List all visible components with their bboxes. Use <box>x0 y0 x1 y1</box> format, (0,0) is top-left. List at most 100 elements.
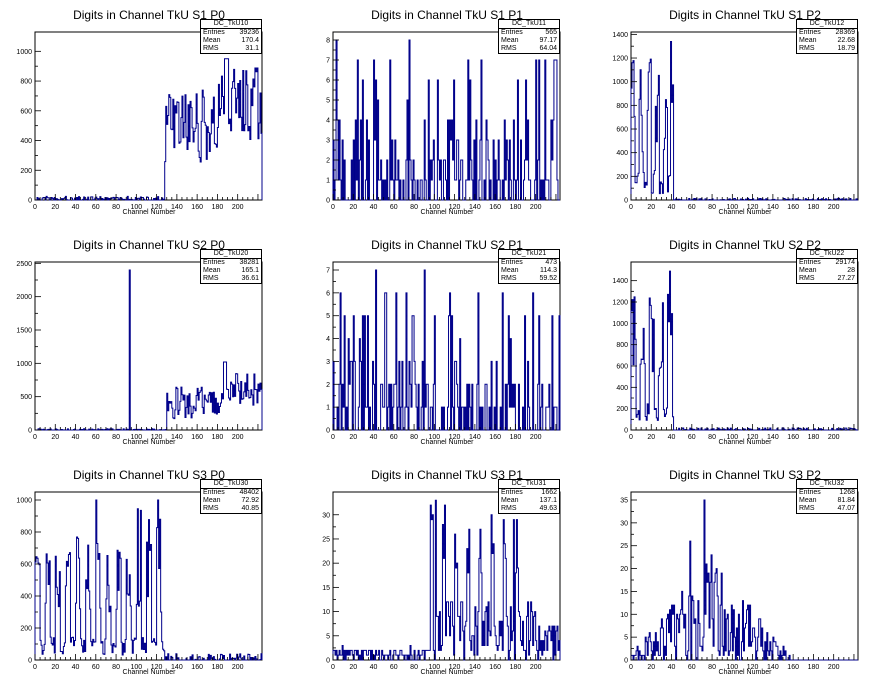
stats-label: Entries <box>799 29 821 36</box>
stats-value: 165.1 <box>241 267 259 274</box>
x-tick-label: 160 <box>787 664 799 671</box>
stats-value: 27.27 <box>837 275 855 282</box>
stats-label: Mean <box>501 37 519 44</box>
stats-row: Mean 170.4 <box>201 37 261 45</box>
y-tick-label: 5 <box>624 635 628 642</box>
x-tick-label: 160 <box>787 204 799 211</box>
stats-label: RMS <box>799 505 815 512</box>
x-tick-label: 120 <box>747 664 759 671</box>
x-tick-label: 60 <box>92 434 100 441</box>
y-tick-label: 4 <box>326 118 330 125</box>
x-tick-label: 100 <box>726 664 738 671</box>
y-tick-label: 2 <box>326 382 330 389</box>
y-tick-label: 500 <box>20 394 32 401</box>
chart-title: Digits in Channel TkU S2 P1 <box>371 238 523 252</box>
stats-label: Entries <box>203 29 225 36</box>
histogram-series <box>332 499 561 661</box>
x-tick-label: 120 <box>151 664 163 671</box>
stats-label: Entries <box>501 489 523 496</box>
y-tick-label: 0 <box>326 658 330 665</box>
x-tick-label: 160 <box>489 434 501 441</box>
x-tick-label: 140 <box>171 434 183 441</box>
x-tick-label: 160 <box>787 434 799 441</box>
stats-value: 18.79 <box>837 45 855 52</box>
x-tick-label: 20 <box>51 664 59 671</box>
x-tick-label: 180 <box>212 434 224 441</box>
x-tick-label: 120 <box>449 664 461 671</box>
stats-name: DC_TkU21 <box>499 250 559 259</box>
stats-value: 31.1 <box>245 45 259 52</box>
stats-name: DC_TkU31 <box>499 480 559 489</box>
stats-box: DC_TkU12 Entries 28369 Mean 22.68 RMS 18.79 <box>796 19 858 54</box>
histogram-series <box>35 58 263 201</box>
chart-title: Digits in Channel TkU S2 P2 <box>669 238 821 252</box>
x-axis-label: Channel Number <box>420 209 474 216</box>
x-axis-label: Channel Number <box>122 669 176 676</box>
y-tick-label: 0 <box>624 658 628 665</box>
x-tick-label: 180 <box>212 664 224 671</box>
x-tick-label: 60 <box>390 434 398 441</box>
x-tick-label: 140 <box>767 664 779 671</box>
y-tick-label: 2500 <box>16 261 32 268</box>
stats-label: Entries <box>203 489 225 496</box>
x-tick-label: 160 <box>191 664 203 671</box>
x-tick-label: 60 <box>688 204 696 211</box>
stats-value: 114.3 <box>540 267 557 274</box>
x-tick-label: 60 <box>92 664 100 671</box>
y-tick-label: 0 <box>28 658 32 665</box>
stats-row: Mean 22.68 <box>797 37 857 45</box>
stats-value: 47.07 <box>837 505 855 512</box>
y-tick-label: 800 <box>616 103 628 110</box>
x-tick-label: 140 <box>767 434 779 441</box>
x-tick-label: 180 <box>808 664 820 671</box>
stats-value: 28 <box>847 267 855 274</box>
histogram-series <box>332 39 560 201</box>
stats-row: RMS 31.1 <box>201 45 261 53</box>
histogram-series <box>35 269 263 431</box>
x-tick-label: 80 <box>410 204 418 211</box>
stats-value: 64.04 <box>539 45 557 52</box>
stats-label: Entries <box>501 259 523 266</box>
stats-row: RMS 40.85 <box>201 505 261 513</box>
histogram-plot: 0 20 40 60 80 100 120 140 160 180 200 0 200 400 600 800… <box>612 261 859 441</box>
stats-box: DC_TkU31 Entries 1662 Mean 137.1 RMS 49.63 <box>498 479 560 514</box>
y-tick-label: 1200 <box>612 300 628 307</box>
stats-row: Mean 114.3 <box>499 267 559 275</box>
x-tick-label: 60 <box>92 204 100 211</box>
y-tick-label: 0 <box>28 428 32 435</box>
chart-title: Digits in Channel TkU S1 P2 <box>669 8 821 22</box>
x-tick-label: 180 <box>510 434 522 441</box>
stats-row: Mean 97.17 <box>499 37 559 45</box>
x-tick-label: 40 <box>72 434 80 441</box>
chart-title: Digits in Channel TkU S3 P1 <box>371 468 523 482</box>
x-tick-label: 140 <box>469 204 481 211</box>
x-tick-label: 120 <box>747 434 759 441</box>
stats-box: DC_TkU21 Entries 473 Mean 114.3 RMS 59.52 <box>498 249 560 284</box>
x-tick-label: 120 <box>747 204 759 211</box>
x-tick-label: 20 <box>349 434 357 441</box>
stats-value: 137.1 <box>539 497 557 504</box>
x-tick-label: 20 <box>647 204 655 211</box>
y-tick-label: 1 <box>326 178 330 185</box>
histogram-panel: Digits in Channel TkU S2 P1 0 20 40 60 80 100 1… <box>298 230 596 460</box>
x-tick-label: 0 <box>33 434 37 441</box>
x-tick-label: 140 <box>767 204 779 211</box>
x-tick-label: 140 <box>469 664 481 671</box>
x-tick-label: 40 <box>668 204 676 211</box>
stats-row: RMS 18.79 <box>797 45 857 53</box>
stats-value: 1268 <box>839 489 855 496</box>
x-tick-label: 0 <box>331 434 335 441</box>
histogram-plot: 0 20 40 60 80 100 120 140 160 180 200 0 200 400 600 800… <box>16 31 263 211</box>
stats-label: Entries <box>203 259 225 266</box>
stats-label: RMS <box>203 505 219 512</box>
y-tick-label: 3 <box>326 359 330 366</box>
y-tick-label: 25 <box>620 543 628 550</box>
x-tick-label: 0 <box>629 204 633 211</box>
stats-box: DC_TkU22 Entries 29174 Mean 28 RMS 27.27 <box>796 249 858 284</box>
x-tick-label: 80 <box>410 434 418 441</box>
stats-name: DC_TkU20 <box>201 250 261 259</box>
stats-value: 170.4 <box>241 37 259 44</box>
x-tick-label: 200 <box>232 434 244 441</box>
x-tick-label: 140 <box>469 434 481 441</box>
